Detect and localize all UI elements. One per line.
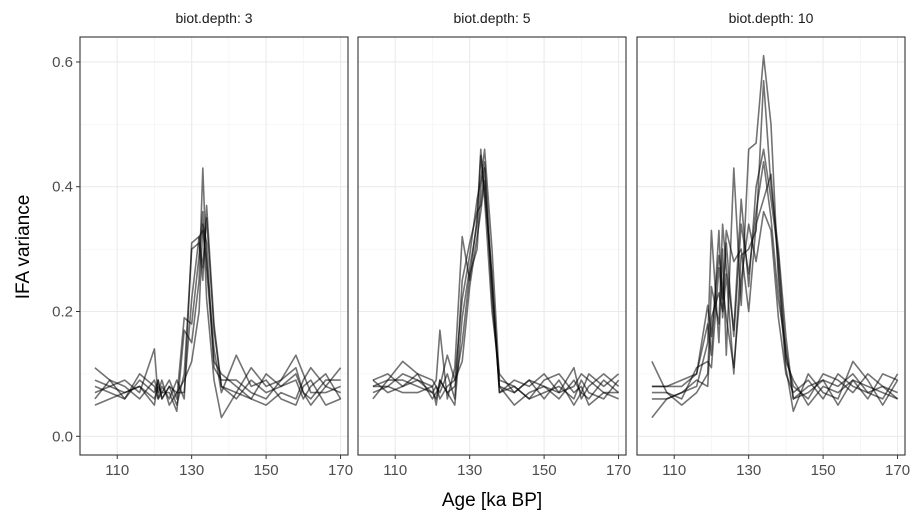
series-line-3 [94,210,342,419]
facet-panel-2: biot.depth: 5 110 130 150 170 [357,10,631,479]
facet-panel-3: biot.depth: 10 110 130 150 170 [636,10,910,479]
series-line-5 [94,217,342,400]
series-line-4 [372,167,620,406]
x-tick-label: 110 [662,462,686,479]
x-tick-label: 110 [105,462,129,479]
series-line-6 [651,161,898,406]
series-line-5 [651,210,899,400]
x-tick-label: 170 [328,462,353,479]
facet-panel-1: biot.depth: 3 110 130 150 170 0.0 0.2 0.4 0.6 [52,10,353,479]
series-line-6 [372,179,620,406]
series-line-3 [372,148,619,406]
x-tick-label: 150 [254,462,279,479]
facet-strip-label: biot.depth: 5 [453,10,530,26]
y-tick-label: 0.6 [52,54,73,71]
series-line-1 [94,204,341,406]
x-tick-label: 130 [457,462,482,479]
x-tick-label: 170 [606,462,631,479]
x-tick-label: 110 [383,462,407,479]
x-tick-label: 130 [736,462,761,479]
x-tick-label: 130 [179,462,204,479]
series-line-2 [94,167,341,413]
series-line-2 [651,54,899,419]
y-tick-label: 0.0 [52,428,73,445]
facet-strip-label: biot.depth: 3 [175,10,252,26]
facet-strip-label: biot.depth: 10 [729,10,814,26]
series-line-4 [651,173,898,406]
x-tick-label: 170 [885,462,910,479]
y-tick-label: 0.4 [52,179,73,196]
series-line-6 [94,223,341,406]
series-line-1 [651,79,898,400]
x-tick-label: 150 [811,462,836,479]
x-tick-label: 150 [532,462,557,479]
y-tick-label: 0.2 [52,304,73,321]
series-line-5 [372,154,619,406]
x-axis-title: Age [ka BP] [442,490,542,511]
panel-border [357,36,627,456]
panel-border [79,36,349,456]
series-line-1 [372,161,620,400]
y-axis-title: IFA variance [13,195,34,300]
panel-border [636,36,906,456]
